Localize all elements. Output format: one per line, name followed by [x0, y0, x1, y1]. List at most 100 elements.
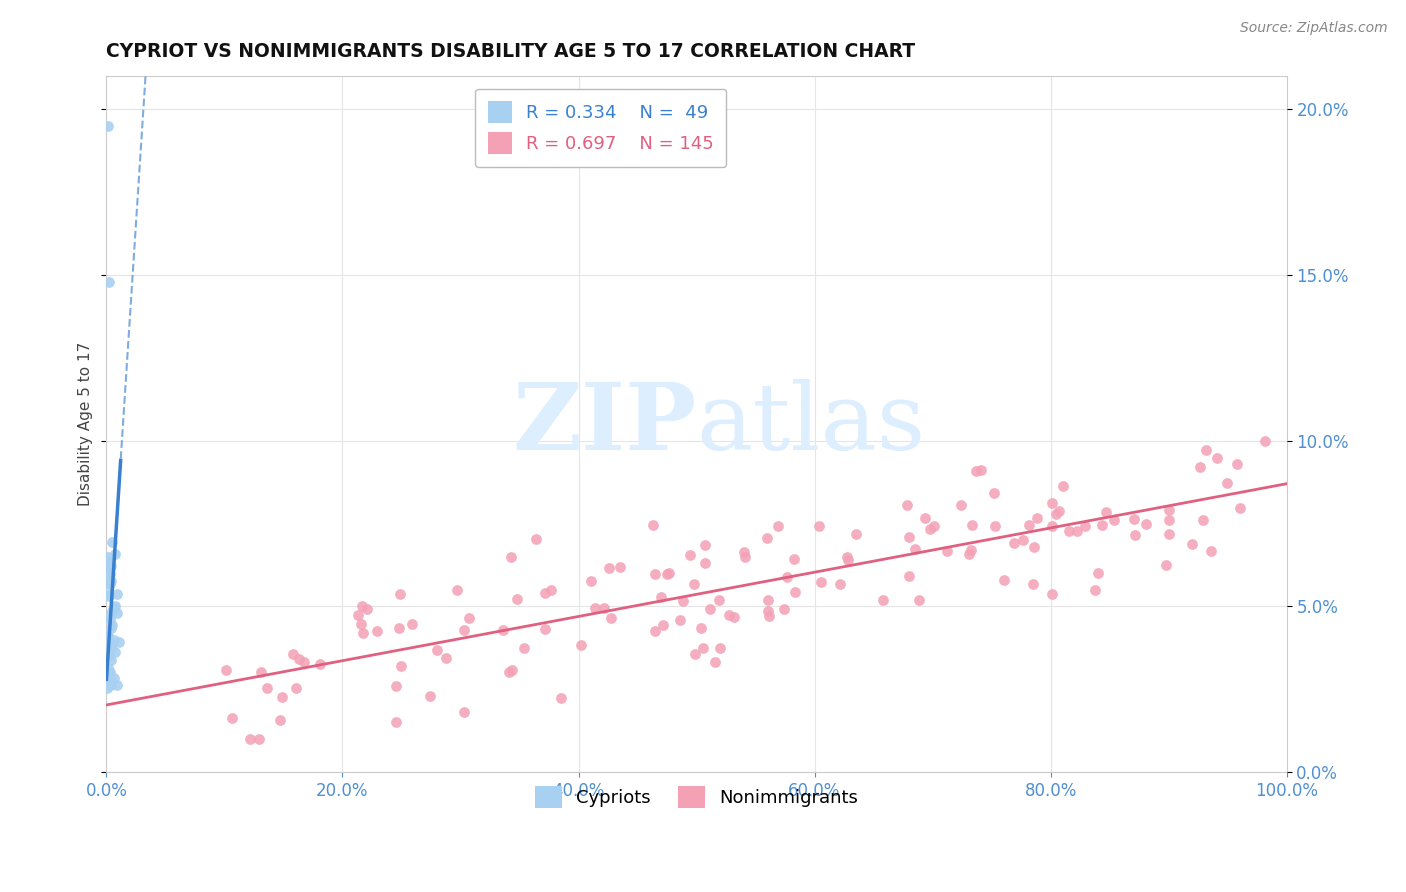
- Point: [506, 592, 529, 607]
- Point: [498, 665, 520, 680]
- Point: [810, 575, 832, 590]
- Point: [785, 585, 807, 599]
- Point: [904, 542, 927, 557]
- Point: [1205, 451, 1227, 466]
- Point: [1199, 543, 1222, 558]
- Point: [100, 574, 122, 588]
- Point: [690, 621, 713, 635]
- Text: Source: ZipAtlas.com: Source: ZipAtlas.com: [1240, 21, 1388, 35]
- Point: [98, 612, 121, 626]
- Point: [600, 611, 623, 625]
- Point: [96, 560, 118, 574]
- Point: [583, 601, 606, 615]
- Point: [100, 639, 122, 653]
- Point: [709, 641, 731, 656]
- Point: [349, 616, 371, 631]
- Point: [100, 652, 122, 666]
- Point: [269, 713, 291, 727]
- Point: [1157, 526, 1180, 541]
- Point: [98, 587, 121, 601]
- Point: [993, 573, 1015, 587]
- Point: [679, 549, 702, 563]
- Point: [107, 635, 129, 649]
- Point: [97, 608, 120, 623]
- Point: [540, 583, 562, 598]
- Point: [828, 577, 851, 591]
- Point: [1021, 576, 1043, 591]
- Point: [657, 566, 679, 581]
- Point: [683, 576, 706, 591]
- Point: [1025, 511, 1047, 525]
- Point: [96, 567, 118, 582]
- Point: [872, 593, 894, 607]
- Point: [960, 543, 983, 558]
- Point: [453, 705, 475, 719]
- Point: [593, 600, 616, 615]
- Point: [104, 645, 127, 659]
- Point: [1157, 502, 1180, 516]
- Point: [366, 624, 388, 638]
- Point: [1159, 513, 1181, 527]
- Point: [96, 569, 118, 583]
- Point: [1135, 516, 1157, 531]
- Point: [501, 550, 523, 565]
- Point: [896, 498, 918, 512]
- Point: [534, 585, 557, 599]
- Point: [1122, 511, 1144, 525]
- Point: [579, 574, 602, 588]
- Point: [96, 681, 118, 696]
- Point: [1084, 583, 1107, 598]
- Point: [1040, 586, 1063, 600]
- Point: [756, 531, 779, 545]
- Point: [1045, 507, 1067, 521]
- Point: [97, 563, 120, 577]
- Point: [756, 592, 779, 607]
- Point: [699, 602, 721, 616]
- Point: [734, 550, 756, 565]
- Point: [1057, 524, 1080, 539]
- Point: [1052, 479, 1074, 493]
- Point: [1002, 535, 1025, 549]
- Point: [100, 677, 122, 691]
- Point: [534, 623, 557, 637]
- Point: [239, 731, 262, 746]
- Point: [385, 715, 408, 730]
- Point: [98, 671, 121, 685]
- Point: [1074, 518, 1097, 533]
- Point: [1195, 443, 1218, 458]
- Point: [957, 547, 980, 561]
- Point: [105, 678, 128, 692]
- Point: [96, 665, 118, 679]
- Point: [526, 532, 548, 546]
- Point: [309, 657, 332, 671]
- Point: [97, 549, 120, 564]
- Point: [922, 519, 945, 533]
- Point: [96, 553, 118, 567]
- Point: [434, 651, 457, 665]
- Point: [695, 556, 717, 570]
- Point: [100, 535, 122, 549]
- Point: [1091, 517, 1114, 532]
- Point: [104, 599, 127, 613]
- Point: [446, 582, 468, 597]
- Point: [281, 647, 304, 661]
- Point: [389, 659, 412, 673]
- Point: [1123, 528, 1146, 542]
- Point: [1154, 558, 1177, 573]
- Point: [419, 689, 441, 703]
- Point: [97, 648, 120, 662]
- Point: [98, 636, 121, 650]
- Point: [695, 538, 717, 552]
- Point: [733, 545, 755, 559]
- Point: [650, 590, 672, 604]
- Point: [1215, 475, 1237, 490]
- Point: [384, 679, 406, 693]
- Point: [644, 566, 666, 581]
- Point: [285, 681, 308, 695]
- Point: [776, 570, 799, 584]
- Point: [766, 519, 789, 533]
- Point: [100, 621, 122, 635]
- Point: [672, 593, 695, 607]
- Point: [1254, 434, 1277, 448]
- Point: [983, 486, 1005, 500]
